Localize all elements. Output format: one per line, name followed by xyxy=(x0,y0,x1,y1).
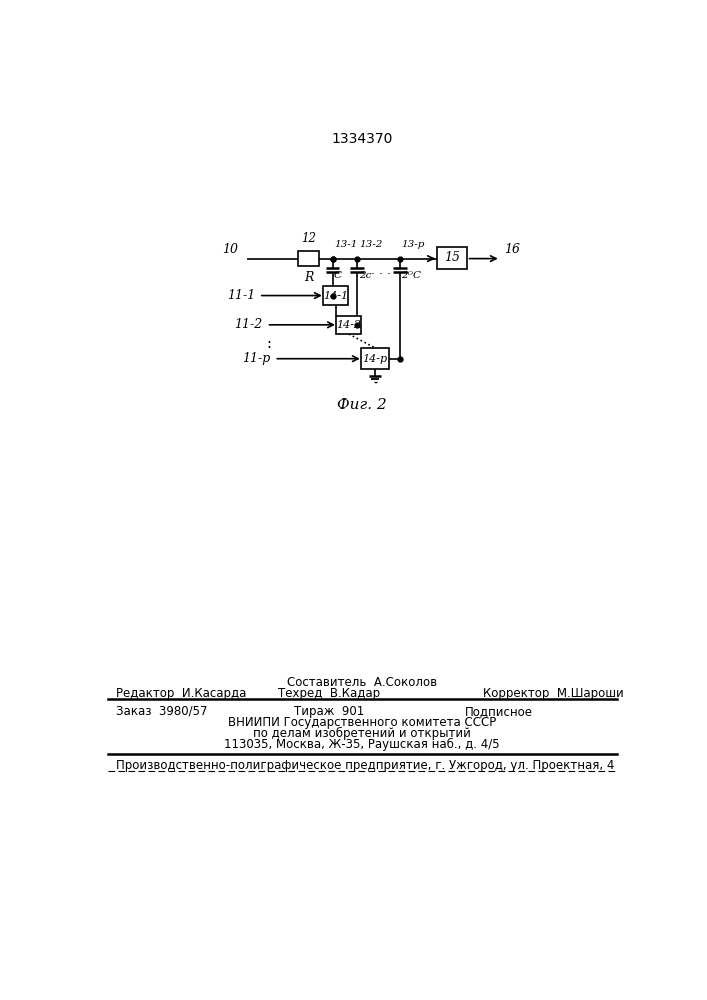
Text: 2c: 2c xyxy=(359,271,371,280)
Text: 13-р: 13-р xyxy=(402,240,425,249)
Text: 16: 16 xyxy=(504,243,520,256)
Text: Подписное: Подписное xyxy=(465,705,533,718)
Text: Заказ  3980/57: Заказ 3980/57 xyxy=(115,705,207,718)
Text: Составитель  А.Соколов: Составитель А.Соколов xyxy=(287,676,437,689)
Text: 1334370: 1334370 xyxy=(332,132,392,146)
Text: Фиг. 2: Фиг. 2 xyxy=(337,398,387,412)
Text: 11-р: 11-р xyxy=(243,352,271,365)
Text: 10: 10 xyxy=(222,243,238,256)
Text: 11-1: 11-1 xyxy=(227,289,255,302)
Text: ·: · xyxy=(267,336,271,351)
Text: 14-р: 14-р xyxy=(363,354,387,364)
Text: 113035, Москва, Ж-35, Раушская наб., д. 4/5: 113035, Москва, Ж-35, Раушская наб., д. … xyxy=(224,738,500,751)
Text: Техред  В.Кадар: Техред В.Кадар xyxy=(278,687,380,700)
Bar xyxy=(323,286,348,305)
Text: 12: 12 xyxy=(301,232,316,245)
Bar xyxy=(337,316,361,334)
Text: R: R xyxy=(304,271,313,284)
Bar xyxy=(437,247,467,269)
Text: 13-2: 13-2 xyxy=(359,240,382,249)
Text: C: C xyxy=(334,271,342,280)
Text: Производственно-полиграфическое предприятие, г. Ужгород, ул. Проектная, 4: Производственно-полиграфическое предприя… xyxy=(115,759,614,772)
Text: Редактор  И.Касарда: Редактор И.Касарда xyxy=(115,687,246,700)
Bar xyxy=(298,251,320,266)
Text: Тираж  901: Тираж 901 xyxy=(293,705,363,718)
Text: ВНИИПИ Государственного комитета СССР: ВНИИПИ Государственного комитета СССР xyxy=(228,716,496,729)
Text: 13-1: 13-1 xyxy=(334,240,358,249)
Bar xyxy=(361,348,389,369)
Text: 14-1: 14-1 xyxy=(323,291,348,301)
Text: . . .: . . . xyxy=(371,264,392,277)
Text: 15: 15 xyxy=(444,251,460,264)
Text: ·: · xyxy=(267,341,271,356)
Text: Корректор  М.Шароши: Корректор М.Шароши xyxy=(483,687,624,700)
Text: 11-2: 11-2 xyxy=(235,318,263,331)
Text: 14-2: 14-2 xyxy=(337,320,361,330)
Text: 2ᴼC: 2ᴼC xyxy=(402,271,421,280)
Text: по делам изобретений и открытий: по делам изобретений и открытий xyxy=(253,727,471,740)
